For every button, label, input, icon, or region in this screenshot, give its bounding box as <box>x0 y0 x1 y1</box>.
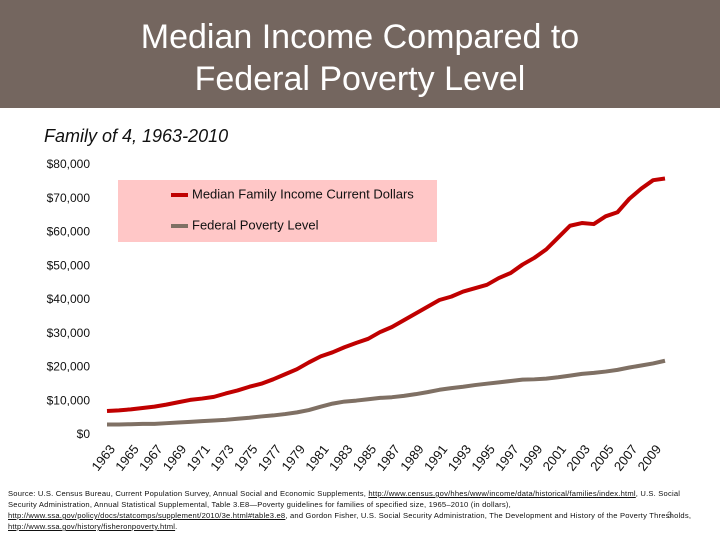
footnote-link[interactable]: http://www.ssa.gov/history/fisheronpover… <box>8 522 176 531</box>
x-tick-label: 2005 <box>587 442 617 474</box>
footnote-text: , and Gordon Fisher, U.S. Social Securit… <box>285 511 692 520</box>
x-tick-label: 1989 <box>397 442 427 474</box>
x-tick-label: 2003 <box>563 442 593 474</box>
series-line <box>106 176 666 414</box>
y-tick-label: $80,000 <box>47 157 91 171</box>
legend-label: Median Family Income Current Dollars <box>192 186 414 201</box>
x-tick-label: 1985 <box>350 442 380 474</box>
x-tick-label: 1987 <box>373 442 403 474</box>
x-tick-label: 1965 <box>112 442 142 474</box>
footnote-link[interactable]: http://www.ssa.gov/policy/docs/statcomps… <box>8 511 286 520</box>
y-tick-label: $50,000 <box>47 258 91 272</box>
x-tick-label: 1981 <box>302 442 332 474</box>
slide-number: 3 <box>667 510 673 520</box>
x-tick-label: 2007 <box>611 442 641 474</box>
x-tick-label: 2009 <box>635 442 665 474</box>
y-tick-label: $30,000 <box>47 326 91 340</box>
chart: $0 $10,000 $20,000 $30,000 $40,000 $50,000 $60… <box>47 157 666 474</box>
slide-title: Median Income Compared to Federal Povert… <box>140 18 580 98</box>
footnote-text: , U.S. Social Security Administration, A… <box>8 489 681 509</box>
footnote: Source: U.S. Census Bureau, Current Popu… <box>8 488 708 532</box>
series-line <box>107 358 666 427</box>
x-tick-label: 1983 <box>326 442 356 474</box>
x-tick-label: 1997 <box>492 442 522 474</box>
footnote-text: Source: U.S. Census Bureau, Current Popu… <box>8 489 369 498</box>
x-tick-label: 1975 <box>231 442 261 474</box>
legend-box <box>118 180 437 242</box>
x-tick-label: 1991 <box>421 442 451 474</box>
y-tick-label: $60,000 <box>47 225 91 239</box>
y-tick-label: $20,000 <box>47 360 91 374</box>
x-tick-label: 1977 <box>255 442 285 474</box>
x-tick-label: 1979 <box>278 442 308 474</box>
x-tick-label: 1971 <box>183 442 213 474</box>
y-tick-label: $70,000 <box>47 191 91 205</box>
x-tick-label: 1999 <box>516 442 546 474</box>
x-tick-label: 2001 <box>540 442 570 474</box>
x-tick-label: 1993 <box>445 442 475 474</box>
x-tick-label: 1963 <box>88 442 118 474</box>
x-tick-label: 1967 <box>136 442 166 474</box>
x-tick-label: 1973 <box>207 442 237 474</box>
legend-label: Federal Poverty Level <box>192 217 319 232</box>
x-tick-label: 1969 <box>160 442 190 474</box>
subtitle: Family of 4, 1963-2010 <box>44 126 229 146</box>
footnote-text: . <box>175 522 178 531</box>
footnote-link[interactable]: http://www.census.gov/hhes/www/income/da… <box>368 489 636 498</box>
y-tick-label: $0 <box>77 427 91 441</box>
y-tick-label: $10,000 <box>47 393 91 407</box>
x-tick-label: 1995 <box>468 442 498 474</box>
y-tick-label: $40,000 <box>47 292 91 306</box>
header-bar <box>0 0 720 108</box>
